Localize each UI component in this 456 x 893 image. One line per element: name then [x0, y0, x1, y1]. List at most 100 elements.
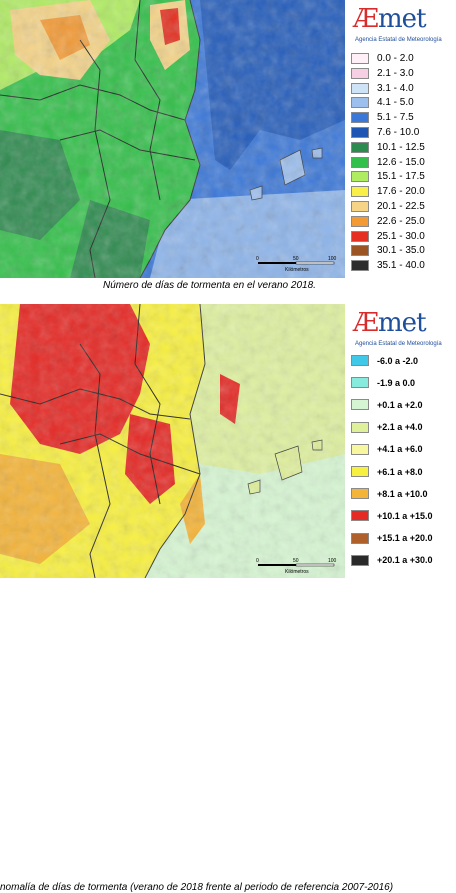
legend-item: +2.1 a +4.0: [351, 421, 423, 434]
legend-item: 20.1 - 22.5: [351, 200, 425, 213]
legend-label: 17.6 - 20.0: [377, 186, 425, 198]
legend-item: -1.9 a 0.0: [351, 376, 415, 389]
legend-label: +4.1 a +6.0: [377, 444, 423, 455]
legend-swatch: [351, 377, 369, 389]
scale-tick: 50: [293, 558, 299, 564]
legend-label: 35.1 - 40.0: [377, 260, 425, 272]
scale-bar: 0 50 100 Kilómetros: [256, 558, 337, 575]
legend-label: 4.1 - 5.0: [377, 97, 414, 109]
legend-label: +20.1 a +30.0: [377, 555, 433, 566]
legend-item: 10.1 - 12.5: [351, 141, 425, 154]
aemet-logo: Æmet Agencia Estatal de Meteorología: [353, 308, 449, 352]
legend-label: +6.1 a +8.0: [377, 466, 423, 477]
logo-wordmark: Æmet: [353, 4, 427, 34]
legend-item: 7.6 - 10.0: [351, 126, 419, 139]
legend-item: 3.1 - 4.0: [351, 82, 414, 95]
legend-swatch: [351, 97, 369, 109]
storm-anomaly-map: 0 50 100 Kilómetros: [0, 304, 345, 578]
legend-swatch: [351, 532, 369, 544]
legend-item: 25.1 - 30.0: [351, 230, 425, 243]
scale-tick: 0: [256, 256, 259, 262]
texture-overlay: [0, 0, 345, 278]
legend-item: 2.1 - 3.0: [351, 67, 414, 80]
legend-item: -6.0 a -2.0: [351, 354, 418, 367]
legend-label: 15.1 - 17.5: [377, 171, 425, 183]
legend-swatch: [351, 399, 369, 411]
legend-swatch: [351, 260, 369, 272]
legend-swatch: [351, 127, 369, 138]
legend-label: +15.1 a +20.0: [377, 533, 433, 544]
legend-label: 25.1 - 30.0: [377, 230, 425, 242]
legend-swatch: [351, 355, 369, 366]
aemet-logo: Æmet Agencia Estatal de Meteorología: [353, 4, 449, 48]
legend-label: 0.0 - 2.0: [377, 53, 414, 64]
legend-label: 20.1 - 22.5: [377, 201, 425, 212]
legend-item: 12.6 - 15.0: [351, 156, 425, 169]
scale-unit: Kilómetros: [285, 267, 309, 273]
legend-item: +4.1 a +6.0: [351, 443, 423, 456]
legend-label: +8.1 a +10.0: [377, 488, 428, 499]
scale-bar: 0 50 100 Kilómetros: [256, 256, 337, 273]
legend-item: 0.0 - 2.0: [351, 52, 414, 65]
scale-tick: 0: [256, 558, 259, 564]
logo-wordmark: Æmet: [353, 308, 427, 338]
legend-label: 3.1 - 4.0: [377, 82, 414, 94]
legend-item: 22.6 - 25.0: [351, 215, 425, 228]
legend-swatch: [351, 488, 369, 500]
legend-item: +8.1 a +10.0: [351, 487, 428, 500]
logo-subtitle: Agencia Estatal de Meteorología: [355, 341, 442, 347]
legend-swatch: [351, 215, 369, 227]
legend-item: +0.1 a +2.0: [351, 398, 423, 411]
legend-label: -6.0 a -2.0: [377, 355, 419, 366]
legend-item: 30.1 - 35.0: [351, 244, 425, 257]
legend-label: 5.1 - 7.5: [377, 112, 414, 124]
legend-label: 2.1 - 3.0: [377, 67, 414, 79]
legend-label: +0.1 a +2.0: [377, 399, 423, 410]
legend-swatch: [351, 82, 369, 94]
legend-label: 10.1 - 12.5: [377, 141, 425, 153]
legend-item: +20.1 a +30.0: [351, 554, 433, 567]
scale-tick: 100: [328, 256, 337, 262]
legend-swatch: [351, 141, 369, 153]
legend-label: +10.1 a +15.0: [377, 510, 433, 521]
legend-swatch: [351, 171, 369, 183]
map-caption: nomalía de días de tormenta (verano de 2…: [0, 882, 394, 893]
legend-item: 4.1 - 5.0: [351, 96, 414, 109]
logo-subtitle: Agencia Estatal de Meteorología: [355, 37, 442, 43]
legend-swatch: [351, 156, 369, 168]
scale-tick: 50: [293, 256, 299, 262]
legend-swatch: [351, 510, 369, 522]
legend-item: 17.6 - 20.0: [351, 185, 425, 198]
legend-label: 30.1 - 35.0: [377, 245, 425, 257]
storm-anomaly-legend: Æmet Agencia Estatal de Meteorología -6.…: [345, 304, 456, 580]
legend-swatch: [351, 421, 369, 433]
storm-anomaly-map-panel: 0 50 100 Kilómetros Æmet Agencia Estatal…: [0, 304, 456, 893]
legend-item: +6.1 a +8.0: [351, 465, 423, 478]
legend-swatch: [351, 245, 369, 257]
legend-swatch: [351, 67, 369, 79]
legend-swatch: [351, 230, 369, 242]
legend-item: 35.1 - 40.0: [351, 259, 425, 272]
legend-label: +2.1 a +4.0: [377, 422, 423, 433]
legend-swatch: [351, 443, 369, 455]
legend-label: 12.6 - 15.0: [377, 156, 425, 168]
scale-unit: Kilómetros: [285, 569, 309, 575]
legend-label: -1.9 a 0.0: [377, 377, 416, 388]
legend-item: +10.1 a +15.0: [351, 509, 433, 522]
legend-swatch: [351, 201, 369, 212]
map-caption: Número de días de tormenta en el verano …: [103, 280, 316, 291]
legend-swatch: [351, 554, 369, 566]
legend-item: +15.1 a +20.0: [351, 532, 433, 545]
legend-swatch: [351, 53, 369, 64]
legend-swatch: [351, 186, 369, 198]
legend-swatch: [351, 466, 369, 477]
texture-overlay: [0, 304, 345, 578]
scale-tick: 100: [328, 558, 337, 564]
legend-item: 5.1 - 7.5: [351, 111, 414, 124]
legend-item: 15.1 - 17.5: [351, 170, 425, 183]
legend-label: 7.6 - 10.0: [377, 127, 420, 138]
storm-days-map-panel: 0 50 100 Kilómetros Æmet Agencia Estatal…: [0, 0, 456, 292]
storm-days-legend: Æmet Agencia Estatal de Meteorología 0.0…: [345, 0, 456, 278]
legend-swatch: [351, 112, 369, 124]
storm-days-map: 0 50 100 Kilómetros: [0, 0, 345, 278]
